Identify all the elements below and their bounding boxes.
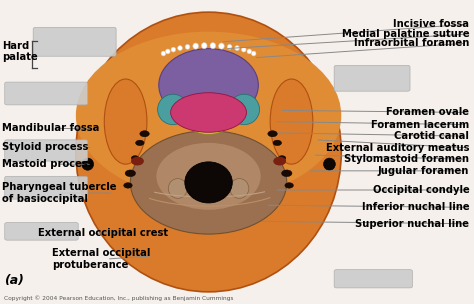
Ellipse shape (82, 158, 93, 170)
FancyBboxPatch shape (33, 27, 116, 56)
Text: Pharyngeal tubercle
of basioccipital: Pharyngeal tubercle of basioccipital (2, 182, 117, 204)
Circle shape (132, 157, 143, 165)
Text: (a): (a) (4, 274, 24, 287)
Text: Copyright © 2004 Pearson Education, Inc., publishing as Benjamin Cummings: Copyright © 2004 Pearson Education, Inc.… (4, 295, 233, 301)
Text: Styloid process: Styloid process (2, 143, 89, 152)
Ellipse shape (165, 49, 170, 54)
Text: Medial palatine suture: Medial palatine suture (342, 29, 469, 39)
FancyBboxPatch shape (334, 65, 410, 91)
Text: External occipital
protuberance: External occipital protuberance (52, 248, 151, 270)
Ellipse shape (228, 94, 259, 125)
Ellipse shape (76, 32, 341, 199)
Ellipse shape (168, 179, 187, 199)
Ellipse shape (159, 49, 258, 122)
Ellipse shape (156, 143, 261, 210)
FancyBboxPatch shape (5, 223, 78, 240)
Ellipse shape (104, 79, 147, 164)
Ellipse shape (230, 179, 249, 199)
Circle shape (131, 156, 139, 161)
Text: External auditory meatus: External auditory meatus (326, 143, 469, 153)
Circle shape (273, 140, 282, 146)
Ellipse shape (157, 94, 188, 125)
Circle shape (136, 140, 144, 146)
Ellipse shape (171, 93, 246, 132)
Text: Incisive fossa: Incisive fossa (393, 19, 469, 29)
Text: Inferior nuchal line: Inferior nuchal line (362, 202, 469, 212)
Circle shape (285, 183, 293, 188)
Ellipse shape (76, 12, 341, 292)
Ellipse shape (323, 158, 336, 170)
Circle shape (268, 131, 277, 137)
Ellipse shape (241, 47, 246, 52)
Ellipse shape (201, 43, 207, 49)
FancyBboxPatch shape (5, 176, 88, 199)
FancyBboxPatch shape (5, 140, 88, 161)
FancyBboxPatch shape (5, 82, 88, 105)
Ellipse shape (247, 49, 252, 54)
Ellipse shape (210, 43, 216, 49)
Ellipse shape (130, 131, 287, 234)
Text: Occipital condyle: Occipital condyle (373, 185, 469, 195)
Ellipse shape (227, 44, 232, 49)
Circle shape (140, 131, 149, 137)
Ellipse shape (193, 43, 199, 49)
Ellipse shape (235, 46, 239, 50)
Circle shape (124, 183, 132, 188)
Circle shape (125, 170, 136, 177)
Text: Hard
palate: Hard palate (2, 41, 38, 63)
Text: Mandibular fossa: Mandibular fossa (2, 123, 100, 133)
Text: Superior nuchal line: Superior nuchal line (355, 219, 469, 229)
Ellipse shape (171, 47, 176, 52)
FancyBboxPatch shape (334, 270, 412, 288)
Text: Foramen ovale: Foramen ovale (386, 108, 469, 117)
Text: Stylomastoid foramen: Stylomastoid foramen (344, 154, 469, 164)
Ellipse shape (185, 44, 190, 49)
Circle shape (282, 170, 292, 177)
Circle shape (278, 156, 286, 161)
Ellipse shape (187, 109, 230, 134)
Ellipse shape (270, 79, 313, 164)
Ellipse shape (161, 51, 166, 56)
Text: Infraorbital foramen: Infraorbital foramen (354, 38, 469, 48)
Ellipse shape (251, 51, 256, 56)
Text: Carotid canal: Carotid canal (394, 131, 469, 141)
Ellipse shape (219, 43, 224, 49)
Text: Jugular foramen: Jugular foramen (378, 166, 469, 176)
Text: Foramen lacerum: Foramen lacerum (371, 120, 469, 130)
Text: External occipital crest: External occipital crest (38, 229, 168, 238)
Ellipse shape (185, 162, 232, 203)
Circle shape (274, 157, 285, 165)
Text: Mastoid process: Mastoid process (2, 159, 94, 169)
Ellipse shape (178, 46, 182, 50)
